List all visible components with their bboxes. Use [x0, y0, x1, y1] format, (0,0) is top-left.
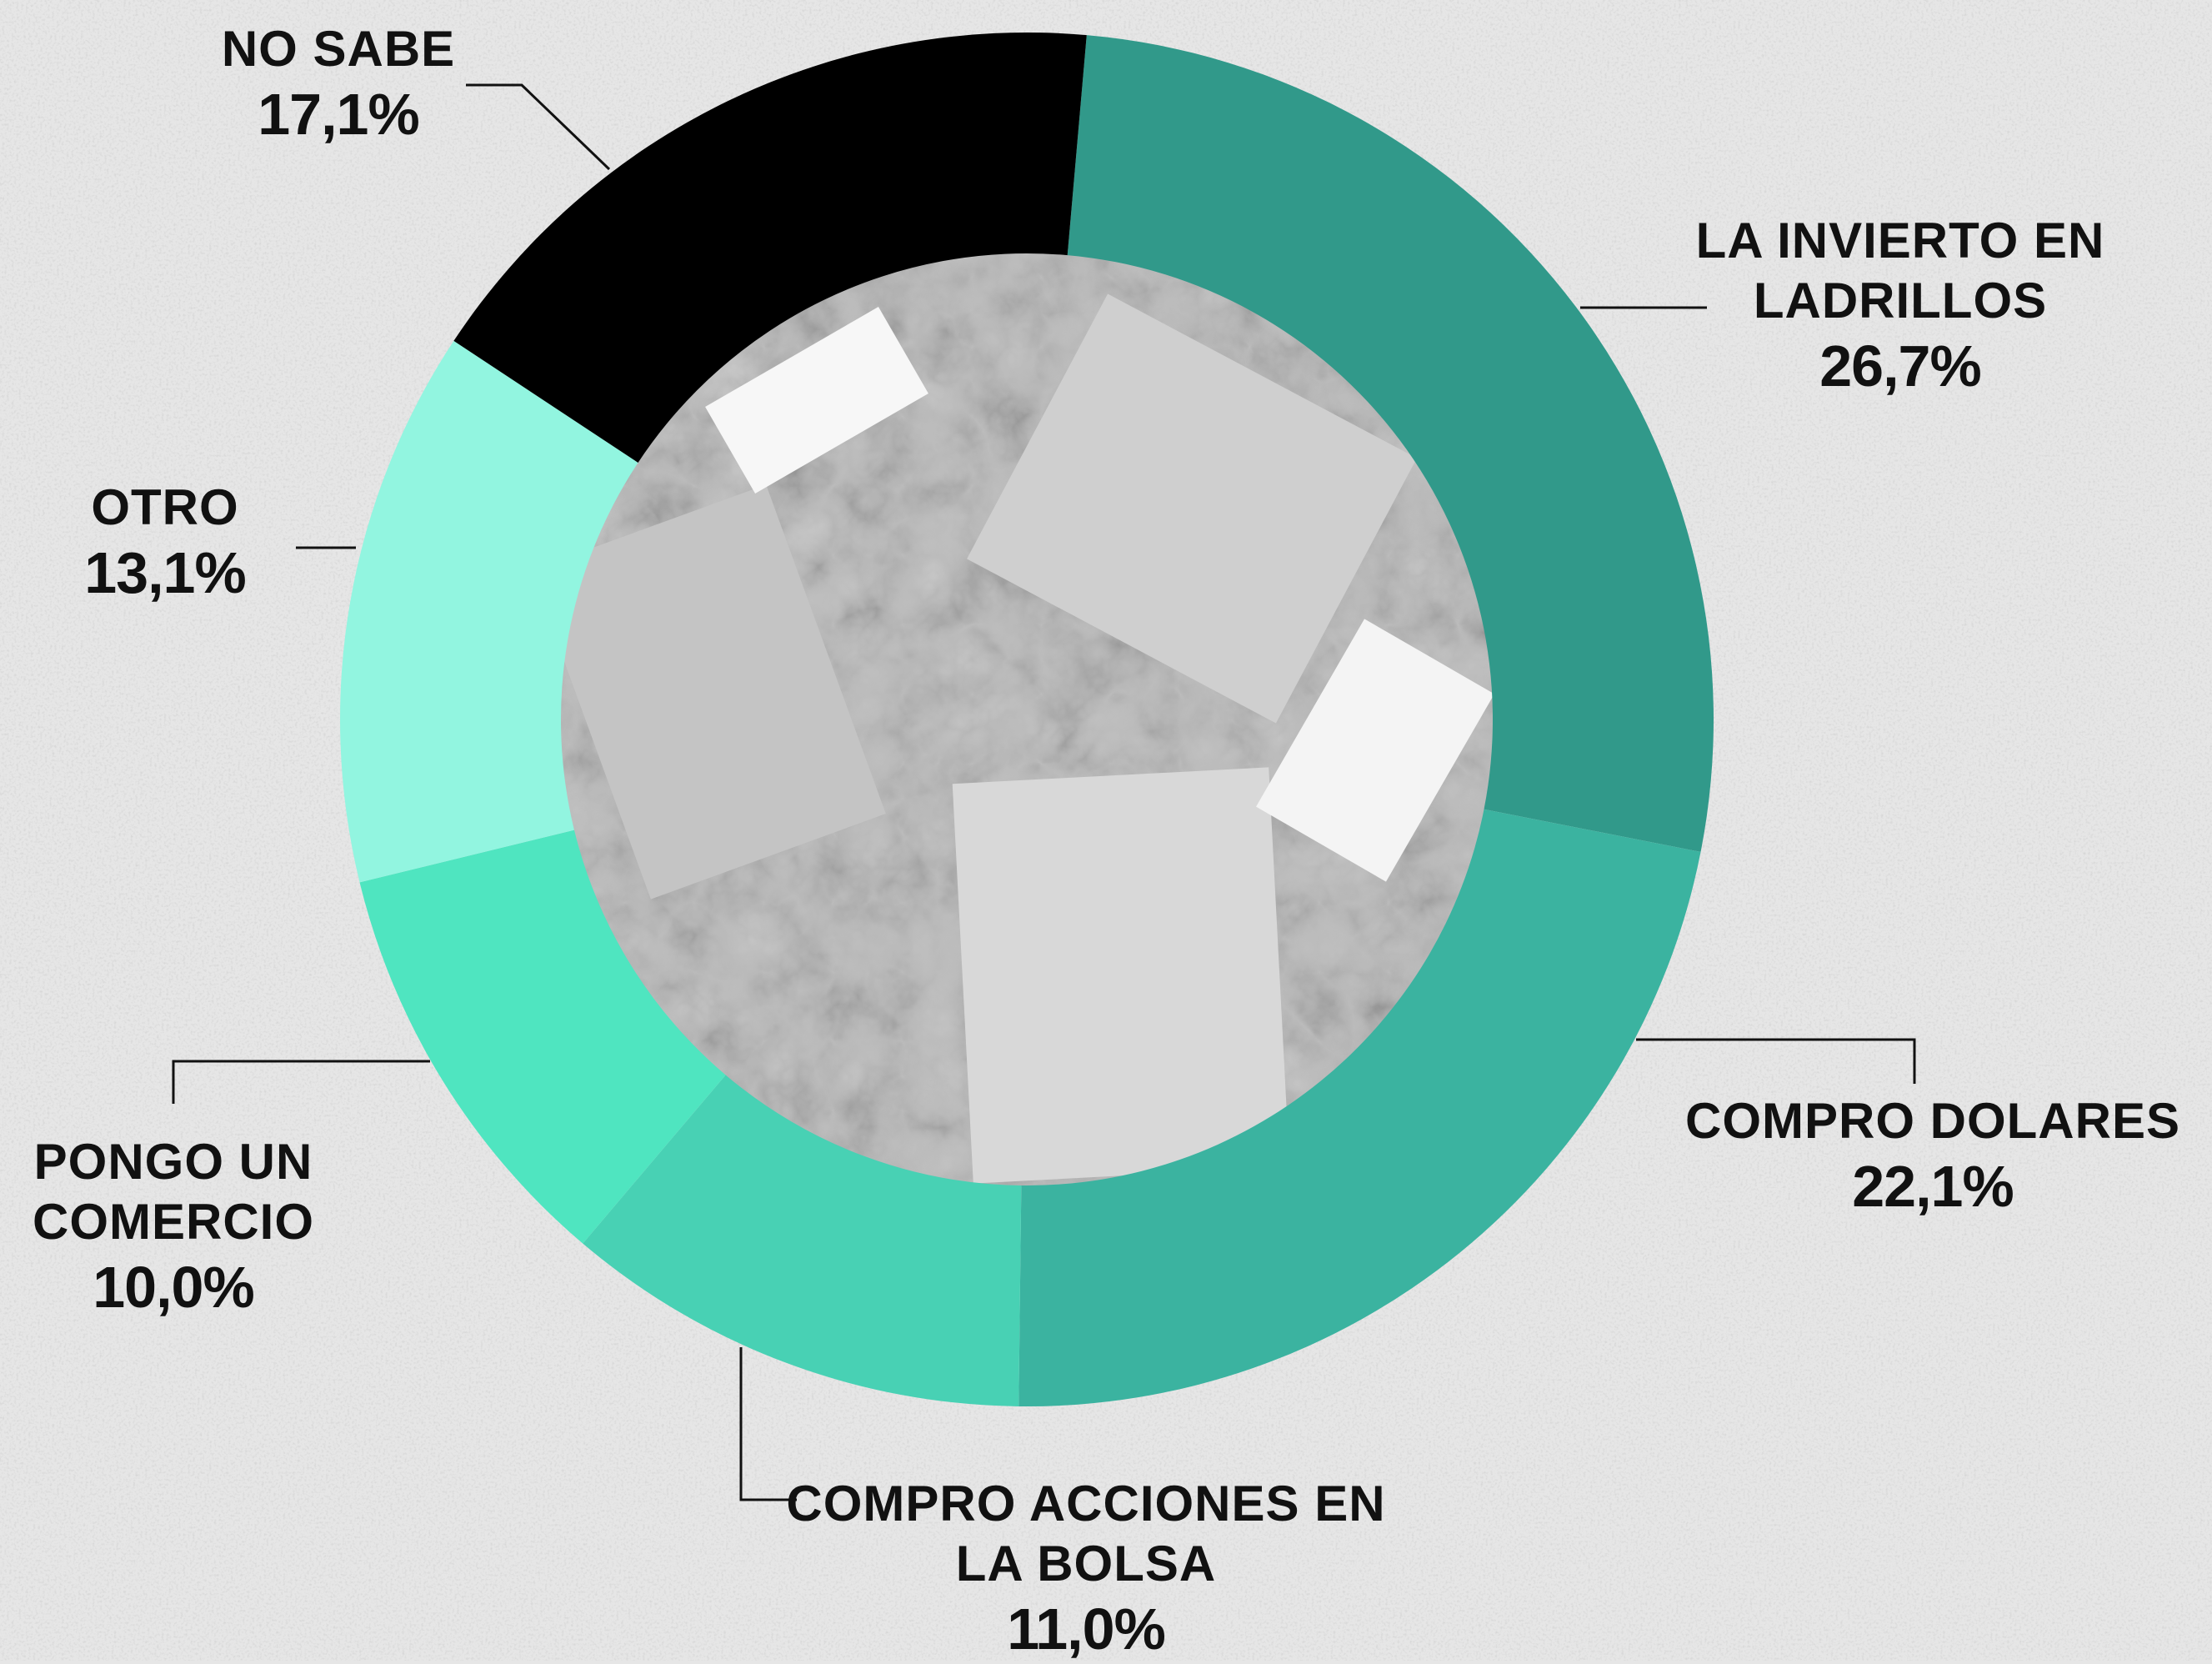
- value-label: 26,7%: [1650, 331, 2150, 401]
- category-name: NO SABE: [172, 19, 505, 79]
- category-name: OTRO: [40, 478, 290, 538]
- category-name: COMPRO DOLARES: [1616, 1091, 2212, 1151]
- value-label: 22,1%: [1616, 1151, 2212, 1221]
- value-label: 10,0%: [0, 1252, 348, 1322]
- value-label: 17,1%: [172, 79, 505, 149]
- category-name: LA INVIERTO EN LADRILLOS: [1650, 211, 2150, 331]
- value-label: 11,0%: [786, 1594, 1386, 1664]
- category-name: PONGO UN COMERCIO: [0, 1132, 348, 1252]
- value-label: 13,1%: [40, 538, 290, 608]
- page: (() => { const data = JSON.parse(documen…: [0, 0, 2212, 1661]
- category-name: COMPRO ACCIONES EN LA BOLSA: [786, 1474, 1386, 1594]
